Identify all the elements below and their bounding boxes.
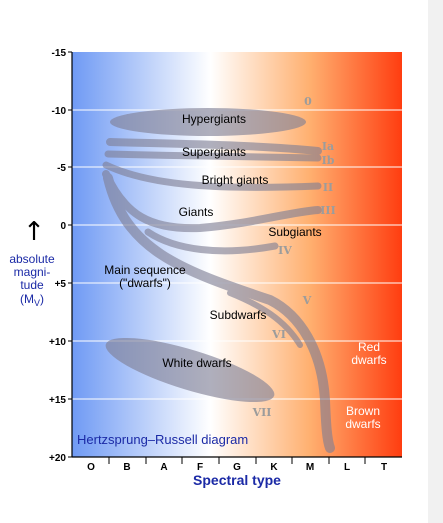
red-dwarfs-label: Red (358, 340, 380, 354)
class-ia-label: Ia (322, 140, 334, 153)
giants-label: Giants (179, 205, 214, 219)
y-axis-label-line: magni- (14, 265, 51, 279)
x-axis-title: Spectral type (193, 472, 281, 488)
luminosity-class-labels: 0 Ia Ib II III IV V VI VII (252, 95, 336, 419)
class-ib-label: Ib (322, 154, 335, 167)
subgiants-label: Subgiants (268, 225, 321, 239)
y-tick-marks (68, 51, 72, 458)
x-tick-label: F (197, 462, 203, 473)
y-axis-label: ↑ absolute magni- tude (MV) (9, 217, 55, 308)
subdwarfs-label: Subdwarfs (210, 308, 267, 322)
y-axis-label-symbol: (MV) (20, 292, 44, 308)
hypergiants-label: Hypergiants (182, 112, 246, 126)
supergiant-ia-band (106, 138, 322, 155)
supergiants-label: Supergiants (182, 145, 246, 159)
subdwarf-band (227, 290, 303, 348)
main-sequence-label: Main sequence (104, 263, 186, 277)
x-tick-label: M (306, 462, 314, 473)
x-tick-label: G (233, 462, 241, 473)
y-tick-label: -10 (52, 106, 67, 117)
axes (71, 52, 402, 458)
y-axis-label-line: tude (20, 278, 44, 292)
main-sequence-sub-label: ("dwarfs") (119, 276, 171, 290)
x-tick-labels: O B A F G K M L T (87, 462, 387, 473)
class-iii-label: III (320, 204, 335, 217)
y-tick-label: +20 (49, 453, 66, 464)
region-labels: Hypergiants Supergiants Bright giants Gi… (104, 112, 386, 431)
page-margin (428, 0, 443, 523)
class-ii-label: II (323, 181, 333, 194)
y-axis-label-line: absolute (9, 252, 55, 266)
white-dwarf-band (105, 337, 275, 403)
y-tick-label: +5 (55, 279, 67, 290)
x-tick-label: B (123, 462, 130, 473)
white-dwarfs-label: White dwarfs (162, 356, 231, 370)
supergiant-ib-band (104, 150, 322, 162)
class-iv-label: IV (278, 244, 292, 257)
brown-dwarfs-label: Brown (346, 404, 380, 418)
y-axis-symbol-open: (M (20, 292, 34, 306)
subgiant-band (144, 228, 279, 255)
x-tick-label: T (381, 462, 387, 473)
y-tick-label: +15 (49, 395, 66, 406)
red-dwarfs-label-2: dwarfs (351, 353, 386, 367)
y-axis-symbol-sub: V (34, 298, 40, 308)
diagram-title: Hertzsprung–Russell diagram (77, 432, 248, 447)
luminosity-bands (102, 108, 335, 453)
y-tick-label: -5 (57, 163, 66, 174)
bright-giants-label: Bright giants (202, 173, 269, 187)
y-axis-symbol-close: ) (40, 292, 44, 306)
bright-giant-band (102, 161, 322, 191)
x-tick-label: O (87, 462, 95, 473)
main-sequence-band (103, 173, 335, 453)
class-v-label: V (302, 294, 312, 307)
y-tick-label: 0 (60, 221, 66, 232)
y-tick-label: +10 (49, 337, 66, 348)
up-arrow-icon: ↑ (23, 217, 45, 247)
class-vii-label: VII (252, 406, 272, 419)
class-0-label: 0 (304, 95, 312, 108)
y-tick-label: -15 (52, 48, 67, 59)
x-tick-label: L (344, 462, 350, 473)
brown-dwarfs-label-2: dwarfs (345, 417, 380, 431)
giant-band (102, 170, 322, 233)
y-tick-labels: -15 -10 -5 0 +5 +10 +15 +20 (49, 48, 66, 464)
x-tick-label: K (270, 462, 278, 473)
x-tick-label: A (160, 462, 167, 473)
hypergiant-band (110, 108, 306, 136)
x-tick-marks (108, 457, 366, 464)
class-vi-label: VI (271, 328, 286, 341)
